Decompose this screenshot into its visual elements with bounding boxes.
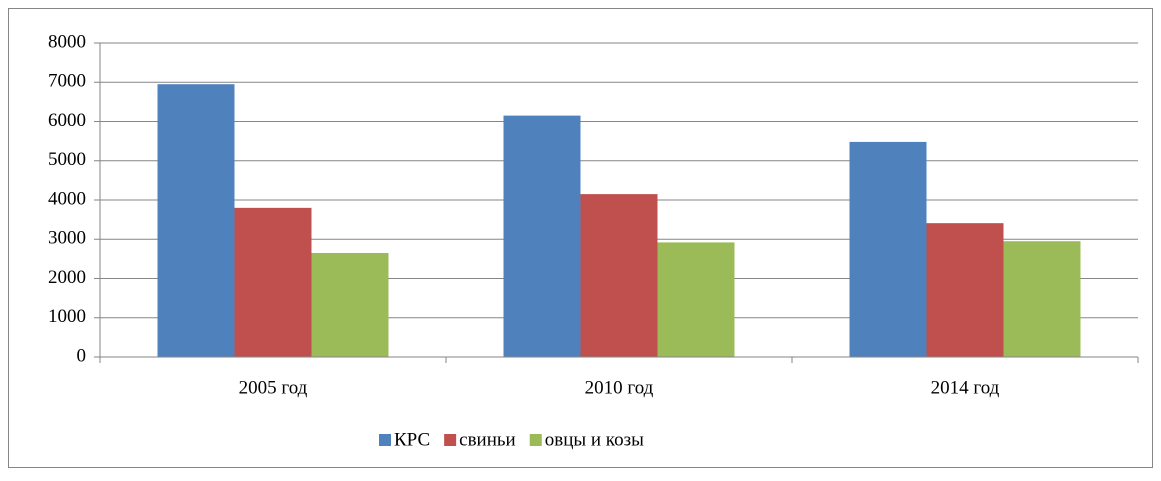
bar <box>1003 241 1081 357</box>
x-tick-label: 2010 год <box>585 377 654 398</box>
legend-swatch <box>529 434 542 446</box>
y-tick-label: 1000 <box>48 306 86 327</box>
y-tick-label: 8000 <box>48 31 86 52</box>
y-tick-label: 2000 <box>48 267 86 288</box>
bar <box>311 252 389 357</box>
bar <box>503 115 581 357</box>
y-tick-label: 4000 <box>48 188 86 209</box>
y-tick-label: 6000 <box>48 110 86 131</box>
x-tick-label: 2014 год <box>931 377 1000 398</box>
bar <box>849 141 927 357</box>
legend-label: свиньи <box>459 429 516 450</box>
x-tick-label: 2005 год <box>239 377 308 398</box>
bar <box>157 84 235 358</box>
bar <box>234 207 312 357</box>
bar <box>580 194 658 357</box>
legend-swatch <box>379 434 391 446</box>
legend-label: КРС <box>394 429 430 450</box>
y-tick-label: 0 <box>77 345 87 366</box>
legend-swatch <box>444 434 457 446</box>
legend-label: овцы и козы <box>545 429 644 450</box>
y-tick-label: 3000 <box>48 228 86 249</box>
y-tick-label: 7000 <box>48 71 86 92</box>
y-tick-label: 5000 <box>48 149 86 170</box>
bar <box>657 242 735 357</box>
bar <box>926 223 1004 357</box>
